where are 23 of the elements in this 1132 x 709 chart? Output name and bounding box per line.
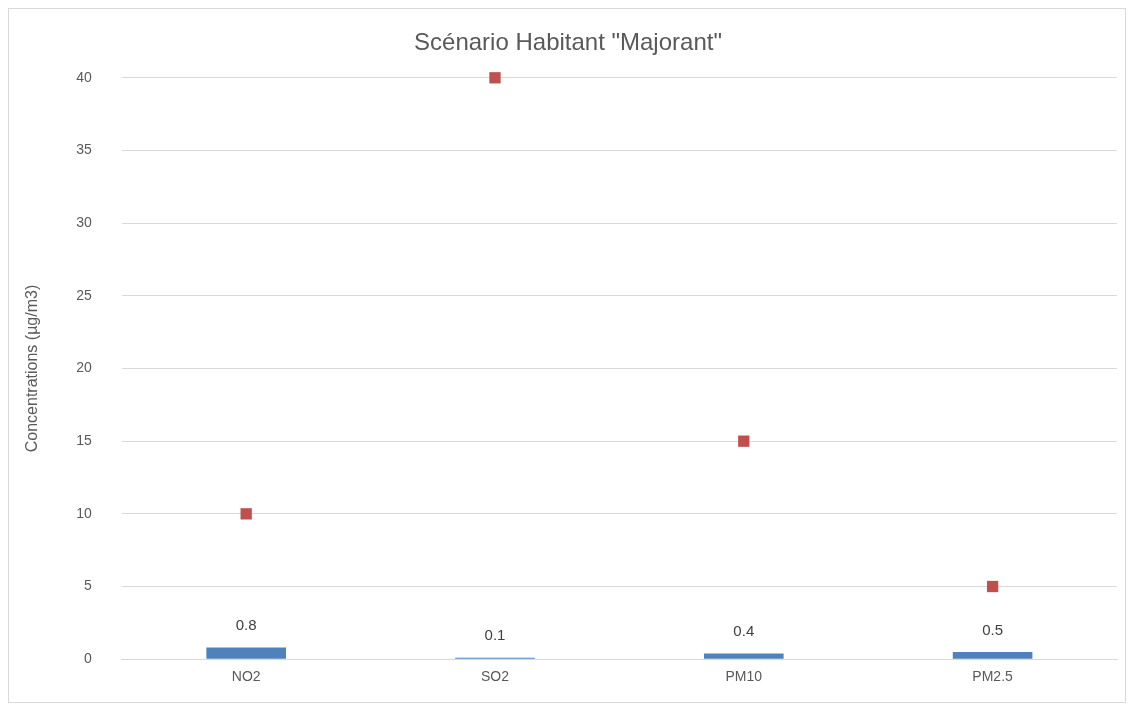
y-tick-label: 5: [83, 577, 92, 594]
y-tick-label: 0: [83, 650, 92, 667]
point: [489, 72, 501, 84]
y-tick-label: 20: [76, 359, 92, 376]
x-tick-label: PM10: [725, 668, 763, 685]
y-tick-label: 25: [76, 286, 92, 303]
y-axis-title: Concentrations (µg/m3): [23, 284, 41, 453]
x-tick-label: NO2: [231, 668, 261, 685]
data-label: 0.5: [982, 620, 1004, 638]
y-tick-label: 10: [76, 504, 92, 521]
x-tick-label: PM2.5: [972, 668, 1014, 685]
x-tick-label: SO2: [480, 668, 510, 685]
data-label: 0.8: [235, 616, 257, 634]
data-label: 0.4: [733, 622, 755, 640]
y-tick-label: 15: [76, 432, 92, 449]
y-tick-label: 30: [76, 214, 92, 231]
point: [240, 508, 252, 520]
y-tick-label: 35: [76, 141, 92, 158]
chart-title: Scénario Habitant "Majorant": [414, 28, 722, 56]
point: [738, 435, 750, 447]
data-label: 0.1: [484, 626, 506, 644]
y-tick-label: 40: [76, 68, 92, 85]
point: [986, 580, 999, 593]
